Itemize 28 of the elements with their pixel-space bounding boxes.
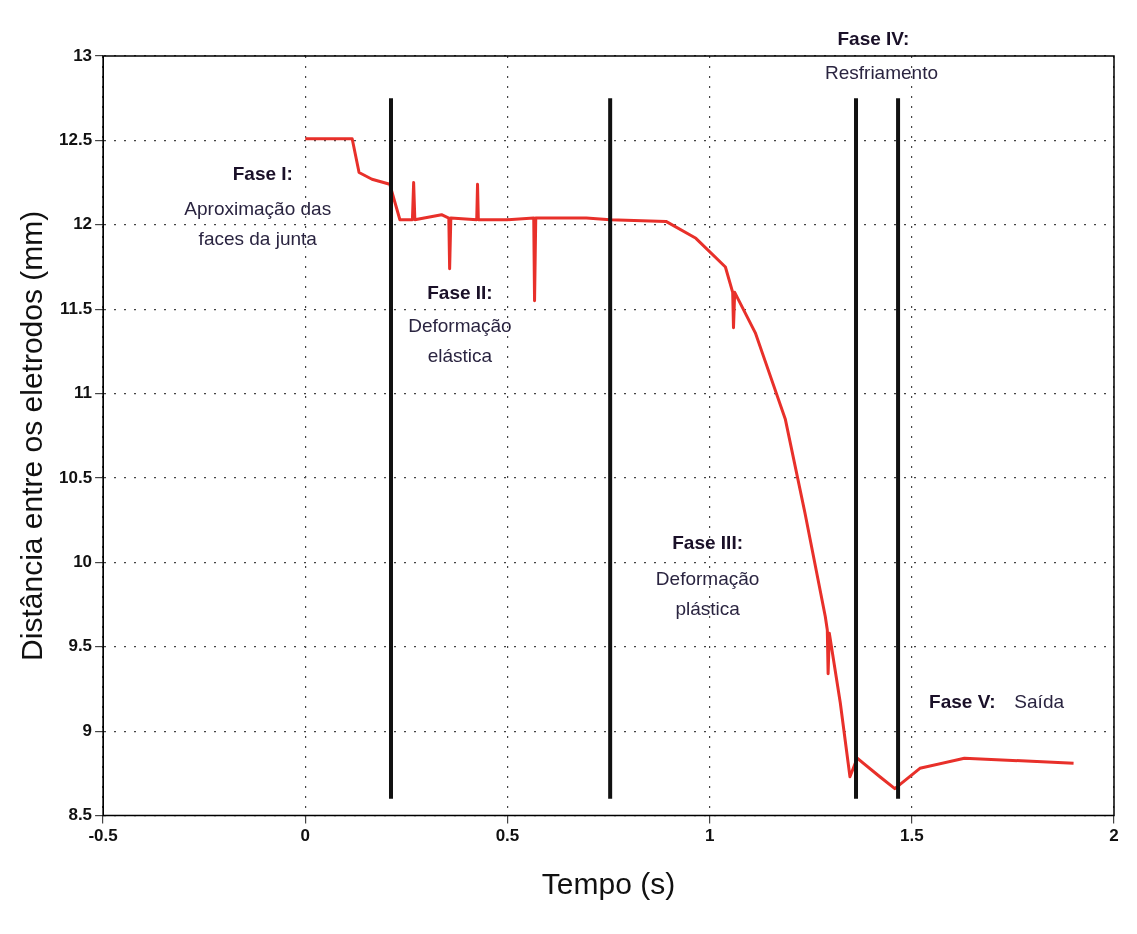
x-tick-label: 2 (1109, 826, 1119, 846)
y-tick-label: 11.5 (59, 298, 93, 318)
x-tick-label: 0 (300, 826, 310, 846)
y-tick-label: 9 (82, 720, 93, 740)
y-tick-label: 11 (74, 383, 93, 403)
y-tick-label: 9.5 (68, 636, 93, 656)
annotation: Fase V: (929, 690, 996, 712)
annotation: Fase II: (427, 281, 493, 303)
x-tick-label: 1.5 (900, 826, 924, 846)
annotation: Resfriamento (824, 62, 938, 84)
x-tick-label: -0.5 (88, 826, 118, 846)
x-tick-label: 1 (704, 826, 715, 846)
annotation: Deformação elástica (408, 314, 512, 366)
y-tick-label: 12.5 (58, 130, 93, 150)
text: Fase IV: (837, 27, 910, 49)
annotation: Fase I: (232, 162, 293, 184)
y-tick-label: 10.5 (58, 467, 93, 487)
annotation: Aproximação das faces da junta (184, 197, 332, 249)
y-axis-title: Distância entre os eletrodos (mm) (15, 210, 49, 661)
x-tick-label: 0.5 (495, 826, 520, 846)
annotation: Deformação plástica (655, 567, 760, 619)
annotation: Saída (1014, 690, 1065, 712)
x-axis-title: Tempo (s) (541, 867, 676, 901)
y-tick-label: 8.5 (68, 805, 93, 825)
y-tick-label: 10 (73, 552, 93, 572)
y-tick-label: 12 (73, 214, 93, 234)
annotation: Fase III: (672, 531, 743, 553)
y-tick-label: 13 (73, 45, 93, 65)
